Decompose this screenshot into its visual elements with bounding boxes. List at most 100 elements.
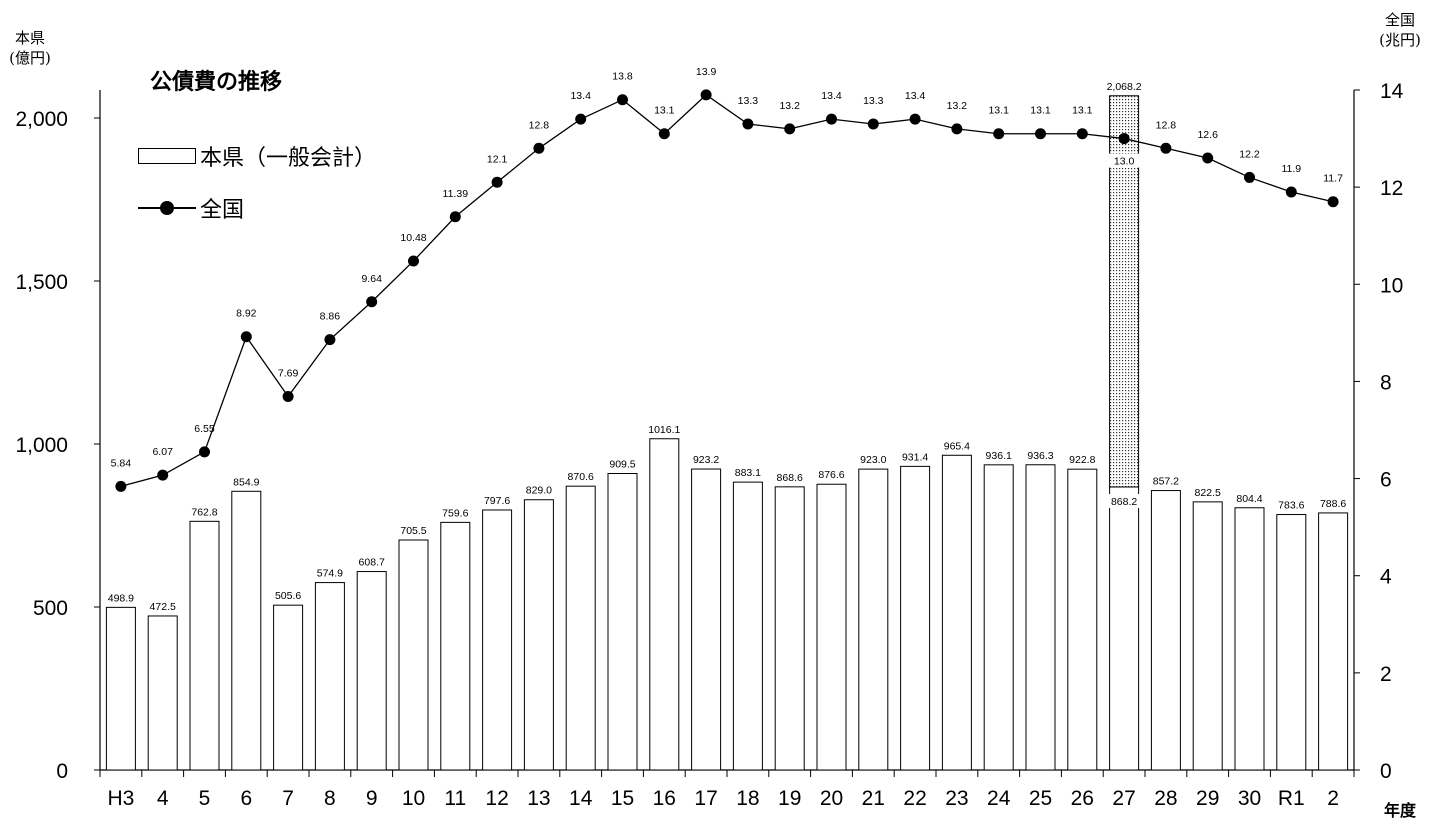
bar-27 <box>1234 507 1265 771</box>
bar-4 <box>273 604 304 771</box>
right-tick-label-7: 14 <box>1380 80 1404 103</box>
line-point-26 <box>1202 152 1214 164</box>
bar-5 <box>314 582 345 771</box>
bar-21 <box>983 464 1014 771</box>
line-series-path <box>120 94 1334 487</box>
line-label-23: 13.1 <box>1072 105 1093 117</box>
bar-label-3: 854.9 <box>233 476 259 488</box>
bar-2 <box>189 520 220 771</box>
legend-bar-item: 本県（一般会計） <box>138 140 376 172</box>
line-label-2: 6.55 <box>194 423 215 435</box>
x-tick-label-1: 4 <box>157 787 169 810</box>
bar-20 <box>941 454 972 771</box>
line-point-18 <box>867 118 879 130</box>
bar-17 <box>816 483 847 771</box>
x-tick-label-22: 25 <box>1029 787 1052 810</box>
bar-label-9: 797.6 <box>484 495 510 507</box>
x-axis-label: 年度 <box>1384 801 1417 818</box>
bar-label-15: 883.1 <box>735 467 761 479</box>
line-point-20 <box>951 123 963 135</box>
bar-24 <box>1109 486 1140 771</box>
right-axis-label-line2: (兆円) <box>1379 31 1421 49</box>
line-label-19: 13.4 <box>905 90 926 102</box>
line-point-19 <box>909 113 921 125</box>
bar-label-4: 505.6 <box>275 590 301 602</box>
left-tick-label-2: 1,000 <box>15 434 68 457</box>
x-tick-label-17: 20 <box>820 787 843 810</box>
bar-label-8: 759.6 <box>442 507 468 519</box>
line-label-21: 13.1 <box>988 105 1009 117</box>
bar-label-14: 923.2 <box>693 454 719 466</box>
line-point-7 <box>408 255 419 267</box>
right-tick-label-5: 10 <box>1380 274 1403 297</box>
line-label-28: 11.9 <box>1281 163 1301 175</box>
line-point-14 <box>700 89 712 101</box>
line-label-25: 12.8 <box>1156 119 1177 131</box>
left-tick-label-3: 1,500 <box>15 271 68 294</box>
line-label-8: 11.39 <box>443 188 469 200</box>
bar-0 <box>105 606 136 771</box>
legend-line-item: 全国 <box>138 192 244 224</box>
line-label-5: 8.86 <box>320 311 341 323</box>
bar-7 <box>398 539 429 771</box>
bar-label-6: 608.7 <box>359 557 385 569</box>
bar-label-22: 936.3 <box>1027 450 1053 462</box>
x-tick-label-15: 18 <box>736 787 759 810</box>
line-point-3 <box>240 331 252 343</box>
bar-label-28: 783.6 <box>1278 500 1304 512</box>
line-point-24 <box>1118 133 1130 145</box>
legend-bar-swatch <box>138 148 196 164</box>
line-label-11: 13.4 <box>570 90 591 102</box>
line-label-3: 8.92 <box>236 308 257 320</box>
bar-19 <box>900 465 931 771</box>
right-tick-label-4: 8 <box>1380 371 1392 394</box>
legend-line-label: 全国 <box>200 198 245 223</box>
bar-label-23: 922.8 <box>1069 454 1095 466</box>
line-label-1: 6.07 <box>152 446 173 458</box>
x-tick-label-20: 23 <box>945 787 968 810</box>
bar-label-11: 870.6 <box>568 471 594 483</box>
line-label-10: 12.8 <box>529 119 550 131</box>
line-label-17: 13.4 <box>821 90 842 102</box>
x-tick-label-21: 24 <box>987 787 1011 810</box>
bar-label-27: 804.4 <box>1236 493 1262 505</box>
left-tick-label-4: 2,000 <box>15 108 68 131</box>
bar-label-18: 923.0 <box>860 454 886 466</box>
line-point-21 <box>993 128 1005 140</box>
bar-label-19: 931.4 <box>902 451 928 463</box>
bar-16 <box>774 486 805 771</box>
bar-13 <box>649 438 680 771</box>
bar-26 <box>1192 501 1223 771</box>
bar-29 <box>1318 512 1349 771</box>
line-point-17 <box>826 113 837 125</box>
bar-25 <box>1150 490 1181 771</box>
bar-label-5: 574.9 <box>317 568 343 580</box>
bar-label-1: 472.5 <box>150 601 176 613</box>
right-axis-label: 全国 (兆円) <box>1370 10 1430 50</box>
line-point-11 <box>575 113 587 125</box>
x-tick-label-18: 21 <box>862 787 885 810</box>
bar-label-29: 788.6 <box>1320 498 1346 510</box>
bar-22 <box>1025 464 1056 771</box>
line-point-25 <box>1160 142 1172 154</box>
right-tick-label-0: 0 <box>1380 760 1392 783</box>
bar-8 <box>440 521 471 771</box>
line-label-14: 13.9 <box>696 66 717 78</box>
left-axis-label-line2: (億円) <box>9 49 51 67</box>
x-tick-label-7: 10 <box>402 787 425 810</box>
bar-label-21: 936.1 <box>986 450 1012 462</box>
bar-14 <box>691 468 722 771</box>
x-tick-label-16: 19 <box>778 787 801 810</box>
right-tick-label-1: 2 <box>1380 663 1392 686</box>
x-tick-label-3: 6 <box>240 787 252 810</box>
x-tick-label-28: R1 <box>1278 787 1305 810</box>
line-label-29: 11.7 <box>1323 173 1343 185</box>
right-tick-label-2: 4 <box>1380 566 1392 589</box>
line-label-27: 12.2 <box>1239 148 1260 160</box>
bar-label-16: 868.6 <box>777 472 803 484</box>
line-point-13 <box>658 128 670 140</box>
bar-15 <box>732 481 763 771</box>
left-tick-label-0: 0 <box>56 760 68 783</box>
x-tick-label-6: 9 <box>366 787 378 810</box>
